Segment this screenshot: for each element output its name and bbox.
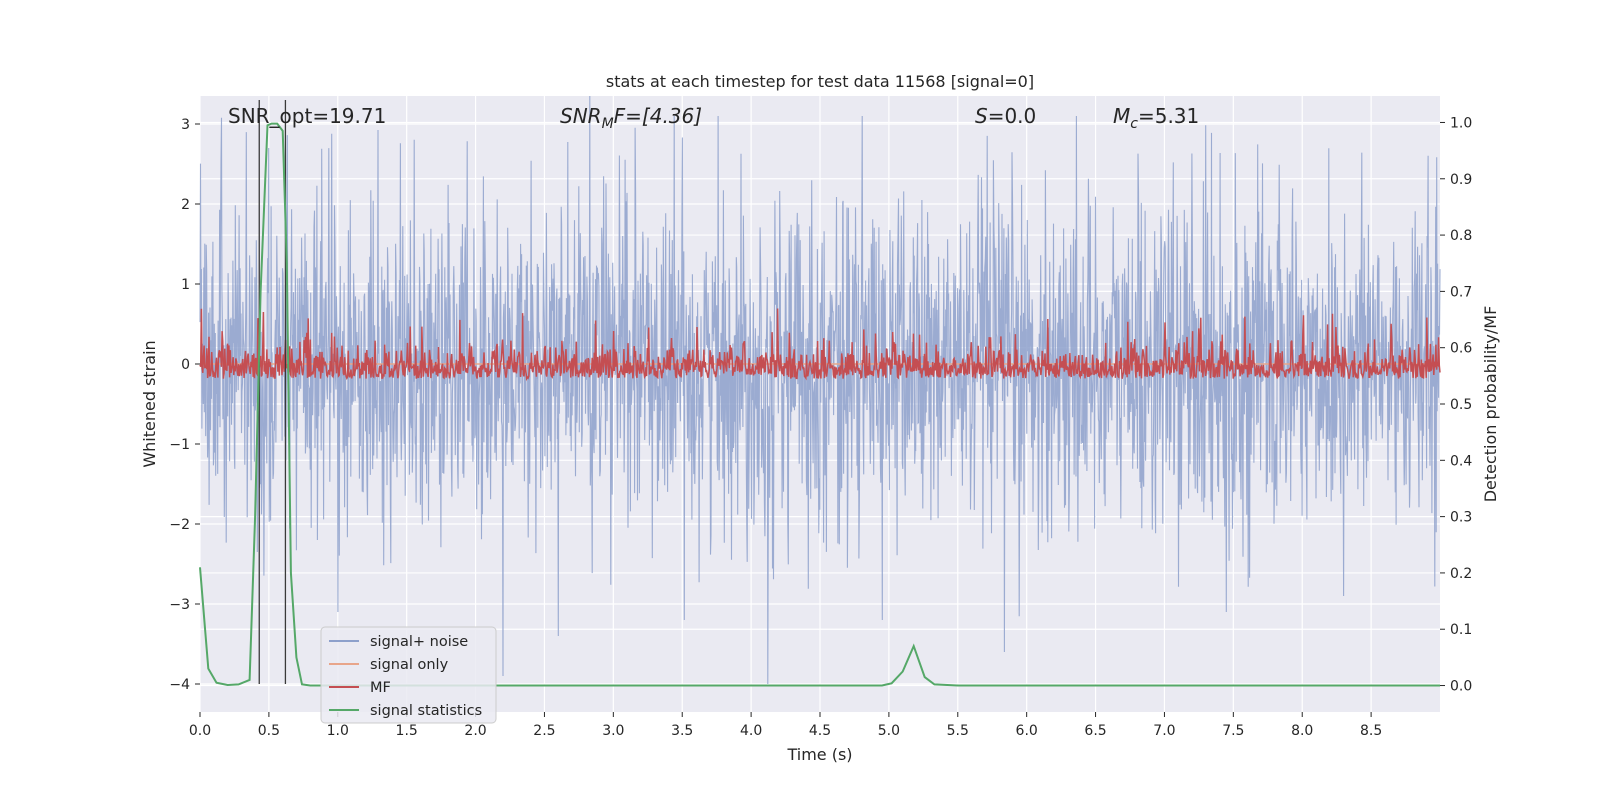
legend-label-signal-statistics: signal statistics [370, 703, 482, 719]
y-right-axis-ticks: 1.0 0.9 0.8 0.7 0.6 0.5 0.4 0.3 0.2 0.1 0.0 [1440, 115, 1472, 695]
x-axis-ticks: 0.0 0.5 1.0 1.5 2.0 2.5 3.0 3.5 4.0 4.5 5.0 5.5 6.0 6… [189, 712, 1382, 739]
y-left-tick-label: −1 [169, 437, 190, 453]
y-right-tick-label: 0.6 [1450, 341, 1472, 357]
x-tick-label: 8.0 [1291, 723, 1313, 739]
x-tick-label: 7.5 [1222, 723, 1244, 739]
annotation-snr-mf-rest: F=[4.36] [614, 104, 702, 128]
annotation-snr-opt: SNR_opt=19.71 [228, 104, 386, 128]
y-left-tick-label: 1 [181, 277, 190, 293]
y-right-tick-label: 0.3 [1450, 510, 1472, 526]
x-tick-label: 8.5 [1360, 723, 1382, 739]
y-right-tick-label: 0.1 [1450, 622, 1472, 638]
y-left-tick-label: 3 [181, 117, 190, 133]
annotation-s: S=0.0 [975, 104, 1036, 128]
y-left-axis-ticks: 3 2 1 0 −1 −2 −3 −4 [169, 117, 200, 693]
y-right-axis-label: Detection probability/MF [1481, 306, 1500, 503]
y-left-tick-label: −3 [169, 597, 190, 613]
legend: signal+ noise signal only MF signal stat… [320, 626, 497, 724]
x-tick-label: 7.0 [1153, 723, 1175, 739]
signal-statistics-line [199, 122, 1440, 687]
y-right-tick-label: 0.8 [1450, 228, 1472, 244]
series-signal-noise [199, 95, 1441, 685]
y-right-tick-label: 0.0 [1450, 679, 1472, 695]
x-tick-label: 6.5 [1084, 723, 1106, 739]
x-tick-label: 0.5 [258, 723, 280, 739]
x-tick-label: 1.0 [327, 723, 349, 739]
y-right-tick-label: 0.9 [1450, 172, 1472, 188]
annotation-mc-sub: c [1130, 116, 1138, 132]
noise-line [199, 95, 1441, 685]
annotation-snr-mf: SNRMF=[4.36] [560, 104, 702, 132]
y-right-tick-label: 0.2 [1450, 566, 1472, 582]
x-axis-label: Time (s) [786, 745, 852, 764]
x-tick-label: 6.0 [1016, 723, 1038, 739]
legend-box [320, 626, 497, 724]
legend-label-mf: MF [370, 680, 391, 696]
annotation-mc-rest: =5.31 [1138, 104, 1199, 128]
y-left-axis-label: Whitened strain [140, 340, 159, 467]
annotations: SNR_opt=19.71 SNRMF=[4.36] S=0.0 Mc=5.31 [228, 104, 1199, 132]
chart-title: stats at each timestep for test data 115… [606, 72, 1034, 91]
legend-label-signal-only: signal only [370, 657, 449, 673]
x-tick-label: 1.5 [396, 723, 418, 739]
y-left-tick-label: −2 [169, 517, 190, 533]
x-tick-label: 4.0 [740, 723, 762, 739]
y-right-tick-label: 0.7 [1450, 284, 1472, 300]
y-right-tick-label: 1.0 [1450, 115, 1472, 131]
x-tick-label: 0.0 [189, 723, 211, 739]
mf-line [199, 308, 1441, 382]
annotation-snr-mf-base: SNR [560, 104, 602, 128]
x-tick-label: 5.0 [878, 723, 900, 739]
annotation-mc-base: M [1113, 104, 1130, 128]
annotation-snr-mf-sub: M [602, 116, 614, 132]
series-signal-statistics [199, 122, 1440, 687]
x-tick-label: 3.5 [671, 723, 693, 739]
series-mf [199, 308, 1441, 382]
x-tick-label: 2.0 [464, 723, 486, 739]
y-left-tick-label: 2 [181, 197, 190, 213]
annotation-s-base: S [975, 104, 988, 128]
legend-label-signal-noise: signal+ noise [370, 634, 468, 650]
x-tick-label: 3.0 [602, 723, 624, 739]
x-tick-label: 2.5 [533, 723, 555, 739]
y-right-tick-label: 0.4 [1450, 453, 1472, 469]
x-tick-label: 5.5 [947, 723, 969, 739]
y-left-tick-label: 0 [181, 357, 190, 373]
annotation-s-rest: =0.0 [988, 104, 1037, 128]
x-tick-label: 4.5 [809, 723, 831, 739]
annotation-mc: Mc=5.31 [1113, 104, 1199, 132]
y-right-tick-label: 0.5 [1450, 397, 1472, 413]
y-left-tick-label: −4 [169, 677, 190, 693]
